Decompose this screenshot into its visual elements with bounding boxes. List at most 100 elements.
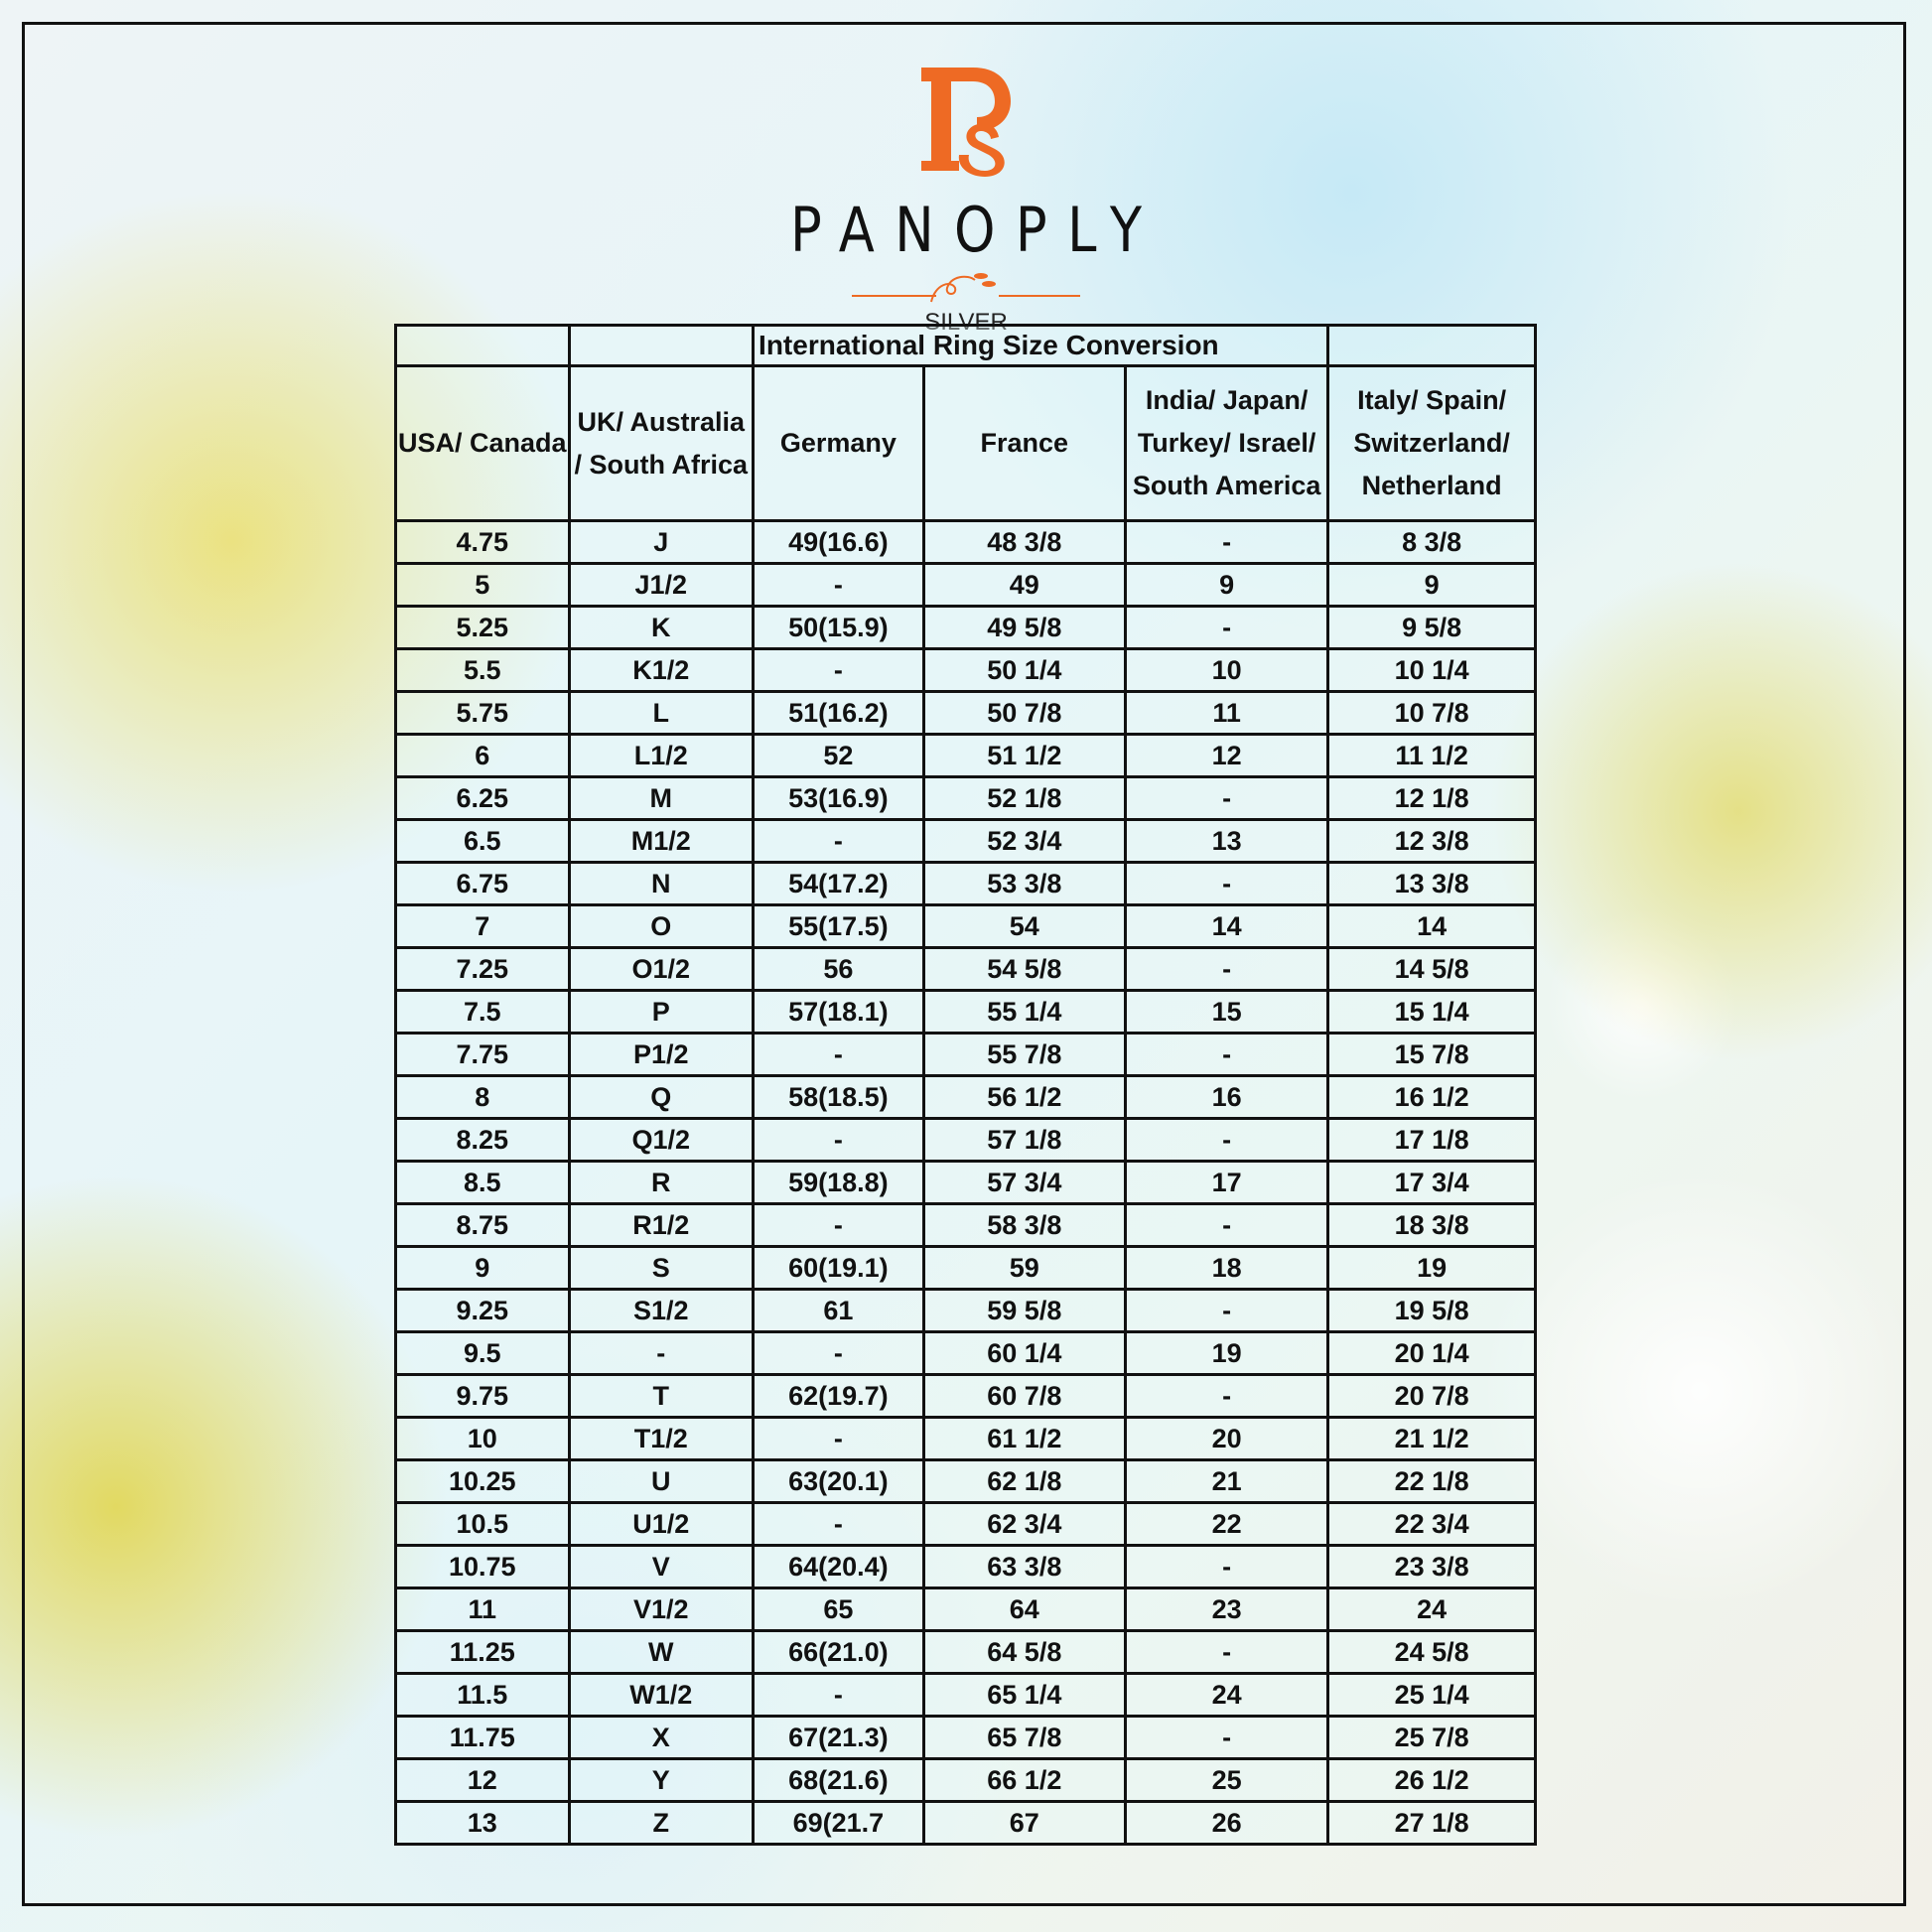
table-row: 10.5 U1/2-62 3/4 22 22 3/4: [394, 1501, 1537, 1547]
table-row: 9.25 S1/2 61 59 5/8-19 5/8: [394, 1288, 1537, 1333]
table-cell: 16: [1123, 1074, 1330, 1120]
table-cell: K: [567, 605, 756, 650]
table-cell: 11.75: [394, 1715, 571, 1760]
table-cell: 51 1/2: [921, 733, 1127, 778]
table-row: 10.25 U 63(20.1) 62 1/8 21 22 1/8: [394, 1458, 1537, 1504]
table-cell: -: [1123, 1715, 1330, 1760]
table-cell: 10.75: [394, 1544, 571, 1589]
table-cell: -: [1123, 519, 1330, 565]
table-cell: 66(21.0): [752, 1629, 925, 1675]
table-cell: J1/2: [567, 562, 756, 608]
table-cell: -: [1123, 1288, 1330, 1333]
table-cell: T: [567, 1373, 756, 1419]
ring-size-table: International Ring Size Conversion USA/ …: [394, 324, 1537, 1846]
table-cell: M: [567, 775, 756, 821]
table-cell: -: [1123, 946, 1330, 992]
table-cell: 23 3/8: [1326, 1544, 1537, 1589]
table-cell: 25 1/4: [1326, 1672, 1537, 1718]
table-cell: 24: [1123, 1672, 1330, 1718]
table-cell: 54 5/8: [921, 946, 1127, 992]
table-cell: 56: [752, 946, 925, 992]
table-cell: 62(19.7): [752, 1373, 925, 1419]
table-row: 11 V1/2 65 64 23 24: [394, 1587, 1537, 1632]
table-cell: 20 1/4: [1326, 1330, 1537, 1376]
table-cell: 9.5: [394, 1330, 571, 1376]
table-cell: 12: [1123, 733, 1330, 778]
table-cell: 9: [1326, 562, 1537, 608]
table-cell: 15: [1123, 989, 1330, 1035]
table-cell: 10.5: [394, 1501, 571, 1547]
table-cell: 69(21.7: [752, 1800, 925, 1846]
table-cell: 66 1/2: [921, 1757, 1127, 1803]
table-cell: 67(21.3): [752, 1715, 925, 1760]
column-header: Italy/ Spain/ Switzerland/ Netherland: [1326, 364, 1537, 522]
table-cell: 61 1/2: [921, 1416, 1127, 1461]
table-row: 5.5 K1/2-50 1/4 10 10 1/4: [394, 647, 1537, 693]
table-cell: 62 3/4: [921, 1501, 1127, 1547]
table-cell: 65 1/4: [921, 1672, 1127, 1718]
table-cell: V1/2: [567, 1587, 756, 1632]
table-cell: 54: [921, 903, 1127, 949]
table-cell: 12: [394, 1757, 571, 1803]
table-cell: 8.75: [394, 1202, 571, 1248]
table-cell: 10: [394, 1416, 571, 1461]
table-row: 8.25 Q1/2-57 1/8-17 1/8: [394, 1117, 1537, 1163]
table-cell: -: [752, 818, 925, 864]
table-cell: 15 1/4: [1326, 989, 1537, 1035]
table-row: 5.75 L 51(16.2) 50 7/8 11 10 7/8: [394, 690, 1537, 736]
empty-cell: [394, 324, 571, 367]
table-cell: 64 5/8: [921, 1629, 1127, 1675]
table-cell: 18 3/8: [1326, 1202, 1537, 1248]
table-cell: O: [567, 903, 756, 949]
table-cell: 23: [1123, 1587, 1330, 1632]
table-cell: 10 1/4: [1326, 647, 1537, 693]
table-cell: 22 1/8: [1326, 1458, 1537, 1504]
table-cell: 61: [752, 1288, 925, 1333]
table-cell: 65 7/8: [921, 1715, 1127, 1760]
table-cell: 20 7/8: [1326, 1373, 1537, 1419]
page-border: [22, 22, 1906, 1906]
table-cell: 59 5/8: [921, 1288, 1127, 1333]
table-cell: M1/2: [567, 818, 756, 864]
table-cell: 59(18.8): [752, 1160, 925, 1205]
table-cell: L1/2: [567, 733, 756, 778]
table-cell: R: [567, 1160, 756, 1205]
table-cell: -: [1123, 1629, 1330, 1675]
table-cell: 5.5: [394, 647, 571, 693]
table-cell: -: [1123, 861, 1330, 906]
table-row: 8.75 R1/2-58 3/8-18 3/8: [394, 1202, 1537, 1248]
table-cell: U: [567, 1458, 756, 1504]
table-cell: 48 3/8: [921, 519, 1127, 565]
table-row: 8 Q 58(18.5) 56 1/2 16 16 1/2: [394, 1074, 1537, 1120]
table-cell: 9 5/8: [1326, 605, 1537, 650]
table-row: 6.5 M1/2-52 3/4 13 12 3/8: [394, 818, 1537, 864]
table-cell: 52 3/4: [921, 818, 1127, 864]
table-row: 11.75 X 67(21.3) 65 7/8-25 7/8: [394, 1715, 1537, 1760]
table-cell: 24: [1326, 1587, 1537, 1632]
table-cell: 24 5/8: [1326, 1629, 1537, 1675]
column-header: France: [921, 364, 1127, 522]
table-cell: 60 7/8: [921, 1373, 1127, 1419]
table-cell: 55 7/8: [921, 1032, 1127, 1077]
table-row: 7.75 P1/2-55 7/8-15 7/8: [394, 1032, 1537, 1077]
table-cell: 56 1/2: [921, 1074, 1127, 1120]
table-cell: 11.5: [394, 1672, 571, 1718]
table-cell: L: [567, 690, 756, 736]
column-header: India/ Japan/ Turkey/ Israel/ South Amer…: [1123, 364, 1330, 522]
table-cell: -: [752, 1416, 925, 1461]
table-cell: 52: [752, 733, 925, 778]
table-row: 7 O 55(17.5) 54 14 14: [394, 903, 1537, 949]
table-row: 10 T1/2-61 1/2 20 21 1/2: [394, 1416, 1537, 1461]
table-cell: W1/2: [567, 1672, 756, 1718]
table-cell: 9.25: [394, 1288, 571, 1333]
table-cell: 25: [1123, 1757, 1330, 1803]
table-cell: 7: [394, 903, 571, 949]
brand-name: PANOPLY: [789, 194, 1163, 266]
table-cell: -: [752, 1330, 925, 1376]
table-cell: U1/2: [567, 1501, 756, 1547]
table-row: 7.25 O1/2 56 54 5/8-14 5/8: [394, 946, 1537, 992]
column-header: UK/ Australia / South Africa: [567, 364, 756, 522]
table-cell: 10: [1123, 647, 1330, 693]
table-cell: 6.5: [394, 818, 571, 864]
table-cell: 50 1/4: [921, 647, 1127, 693]
